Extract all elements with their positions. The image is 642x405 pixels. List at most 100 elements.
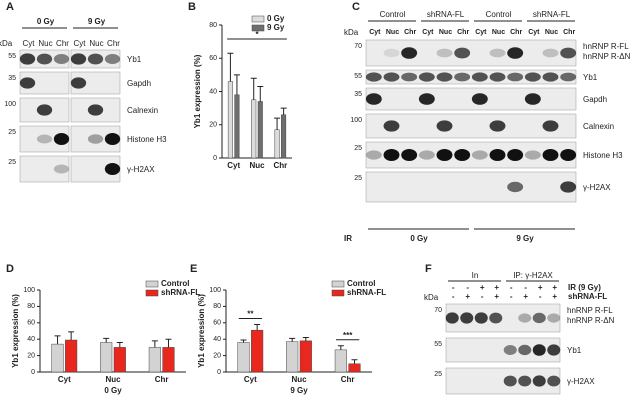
band — [87, 134, 104, 144]
blot-frame — [365, 39, 577, 67]
condition-sign: + — [465, 292, 470, 301]
band — [53, 54, 70, 64]
bar — [234, 94, 240, 159]
error-bar — [227, 52, 234, 82]
band — [365, 150, 382, 160]
kda-marker: 25 — [8, 159, 16, 166]
blot-frame — [365, 171, 577, 203]
kda-label: kDa — [344, 28, 359, 37]
legend-swatch — [251, 15, 265, 23]
legend-label: Control — [161, 279, 189, 288]
row-label: Calnexin — [583, 122, 614, 131]
band — [471, 150, 488, 160]
condition-sign: - — [510, 283, 513, 292]
band — [19, 53, 36, 65]
band — [507, 72, 524, 82]
kda-marker: 25 — [354, 175, 362, 182]
band — [383, 149, 400, 161]
error-bar — [302, 337, 309, 341]
row-label: γ-H2AX — [127, 165, 155, 174]
band — [542, 149, 559, 161]
bar — [286, 341, 299, 373]
x-tick-label: Chr — [341, 375, 355, 384]
legend-label: shRNA-FL — [347, 288, 386, 297]
condition-label: shRNA-FL — [568, 292, 607, 301]
x-axis-title: 9 Gy — [290, 386, 308, 395]
group-label: shRNA-FL — [533, 10, 571, 19]
error-bar — [337, 345, 344, 350]
band — [524, 72, 541, 82]
band — [418, 150, 435, 160]
group-label: 9 Gy — [88, 17, 106, 26]
band — [436, 149, 453, 161]
row-label: Calnexin — [127, 106, 158, 115]
y-tick-label: 20 — [213, 352, 221, 359]
lane-label: Cyt — [74, 39, 87, 48]
bar — [251, 329, 264, 373]
condition-label: IR (9 Gy) — [568, 283, 601, 292]
band — [104, 163, 121, 175]
lane-label: Nuc — [492, 29, 505, 36]
y-tick-label: 40 — [213, 336, 221, 343]
blot-frame — [365, 87, 577, 111]
y-axis-title: Yb1 expression (%) — [193, 54, 202, 128]
blot-frame — [365, 113, 577, 139]
error-bar — [250, 77, 257, 100]
kda-marker: 70 — [434, 307, 442, 314]
row-label: hnRNP R-FL — [567, 306, 613, 315]
panel-label: F — [425, 263, 432, 275]
error-bar — [289, 337, 296, 342]
x-tick-label: Nuc — [249, 161, 265, 170]
condition-sign: + — [523, 292, 528, 301]
band — [104, 133, 121, 145]
bar — [257, 101, 263, 159]
row-label: hnRNP R-FL — [583, 42, 629, 51]
band — [542, 120, 559, 132]
y-tick-label: 60 — [27, 320, 35, 327]
kda-marker: 35 — [354, 91, 362, 98]
band — [489, 48, 506, 58]
band — [383, 48, 400, 58]
panel-label: E — [190, 263, 197, 275]
band — [445, 312, 459, 324]
band — [489, 149, 506, 161]
legend-label: 0 Gy — [267, 14, 285, 23]
band — [436, 72, 453, 82]
panel-label: D — [6, 263, 14, 275]
band — [454, 149, 471, 161]
condition-sign: - — [452, 283, 455, 292]
band — [547, 375, 561, 387]
legend-swatch — [331, 280, 345, 288]
error-bar — [68, 331, 75, 341]
band — [87, 104, 104, 116]
y-tick-label: 0 — [217, 369, 221, 376]
kda-marker: 25 — [354, 145, 362, 152]
y-axis-title: Yb1 expression (%) — [197, 294, 206, 368]
row-label: γ-H2AX — [567, 377, 595, 386]
blot-frame — [365, 141, 577, 169]
blot-frame — [19, 155, 70, 183]
legend-swatch — [251, 24, 265, 32]
band — [70, 53, 87, 65]
band — [365, 93, 382, 105]
band — [560, 47, 577, 59]
error-bar — [54, 335, 61, 345]
condition-sign: - — [539, 292, 542, 301]
legend-swatch — [145, 280, 159, 288]
condition-sign: - — [524, 283, 527, 292]
band — [436, 120, 453, 132]
band — [507, 149, 524, 161]
kda-label: kDa — [424, 293, 439, 302]
lane-label: Cyt — [528, 29, 540, 36]
band — [401, 149, 418, 161]
band — [542, 72, 559, 82]
ir-label: IR — [344, 234, 352, 243]
condition-sign: - — [452, 292, 455, 301]
band — [19, 77, 36, 89]
row-label: Gapdh — [583, 95, 607, 104]
band — [560, 181, 577, 193]
band — [503, 345, 517, 355]
band — [53, 133, 70, 145]
group-label: 0 Gy — [37, 17, 55, 26]
